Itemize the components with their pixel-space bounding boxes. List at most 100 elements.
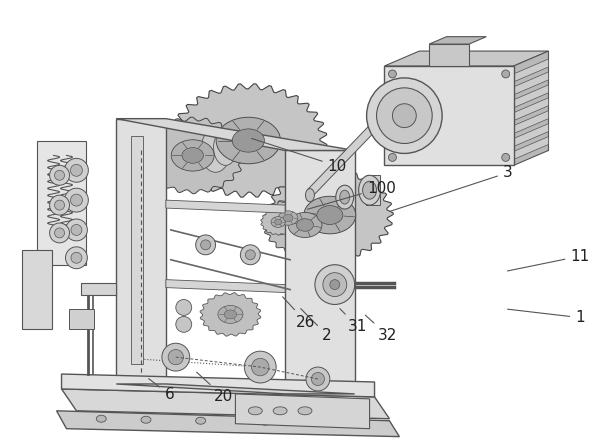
Circle shape [176, 300, 191, 316]
Circle shape [323, 273, 347, 297]
Ellipse shape [362, 181, 376, 199]
Ellipse shape [201, 129, 230, 172]
Polygon shape [514, 110, 548, 133]
Ellipse shape [248, 407, 262, 415]
Polygon shape [514, 137, 548, 160]
Polygon shape [285, 150, 355, 394]
Polygon shape [384, 51, 548, 66]
Ellipse shape [218, 305, 243, 324]
Circle shape [162, 343, 190, 371]
Circle shape [50, 223, 70, 243]
Ellipse shape [141, 416, 151, 423]
Ellipse shape [359, 175, 381, 205]
Circle shape [71, 225, 82, 236]
Ellipse shape [260, 418, 270, 425]
Circle shape [393, 104, 416, 128]
Polygon shape [141, 117, 245, 194]
Circle shape [71, 252, 82, 263]
Circle shape [64, 158, 88, 182]
Bar [384, 66, 514, 165]
Polygon shape [170, 84, 327, 197]
Ellipse shape [340, 190, 350, 204]
Circle shape [241, 245, 260, 265]
Ellipse shape [271, 217, 285, 227]
Text: 32: 32 [365, 315, 397, 343]
Ellipse shape [213, 130, 238, 165]
Text: 10: 10 [251, 138, 347, 174]
Circle shape [245, 250, 255, 260]
Circle shape [388, 70, 396, 78]
Polygon shape [419, 51, 548, 150]
Circle shape [70, 194, 82, 206]
Circle shape [176, 316, 191, 332]
Circle shape [502, 153, 510, 161]
Bar [70, 309, 95, 329]
Circle shape [306, 367, 330, 391]
Ellipse shape [224, 310, 237, 319]
Polygon shape [200, 293, 261, 336]
Circle shape [50, 165, 70, 185]
Ellipse shape [304, 196, 356, 234]
Ellipse shape [216, 117, 281, 164]
Circle shape [55, 228, 64, 238]
Circle shape [196, 235, 216, 255]
Ellipse shape [310, 419, 320, 426]
Circle shape [55, 170, 64, 180]
Circle shape [315, 265, 355, 305]
Polygon shape [261, 209, 296, 235]
Ellipse shape [182, 148, 204, 163]
Circle shape [50, 195, 70, 215]
Polygon shape [264, 194, 347, 255]
Polygon shape [514, 85, 548, 108]
Polygon shape [166, 280, 285, 293]
Polygon shape [429, 37, 487, 44]
Ellipse shape [296, 219, 313, 231]
Polygon shape [235, 394, 370, 429]
Ellipse shape [298, 407, 312, 415]
Ellipse shape [278, 211, 298, 225]
Circle shape [201, 240, 210, 250]
Text: 31: 31 [340, 309, 367, 334]
Text: 26: 26 [282, 297, 316, 330]
Circle shape [311, 373, 324, 385]
Ellipse shape [350, 420, 359, 427]
Polygon shape [514, 51, 548, 165]
Polygon shape [62, 374, 375, 397]
Circle shape [367, 78, 442, 153]
Circle shape [65, 219, 87, 241]
Polygon shape [264, 201, 312, 236]
Ellipse shape [283, 214, 293, 221]
Text: 100: 100 [307, 181, 396, 209]
Text: 2: 2 [301, 309, 332, 343]
Circle shape [168, 350, 184, 365]
Circle shape [244, 351, 276, 383]
Bar [81, 282, 116, 294]
Polygon shape [267, 169, 393, 261]
Ellipse shape [288, 213, 322, 237]
Polygon shape [37, 141, 87, 265]
Bar [365, 175, 379, 205]
Polygon shape [514, 59, 548, 82]
Ellipse shape [196, 417, 205, 424]
Circle shape [64, 188, 88, 212]
Ellipse shape [222, 133, 238, 157]
Circle shape [251, 358, 269, 376]
Polygon shape [166, 200, 285, 213]
Circle shape [55, 200, 64, 210]
Polygon shape [116, 118, 355, 150]
Polygon shape [116, 118, 166, 384]
Polygon shape [514, 72, 548, 95]
Bar [131, 136, 143, 364]
Circle shape [502, 70, 510, 78]
Text: 20: 20 [197, 372, 233, 404]
Ellipse shape [96, 415, 106, 422]
Bar [22, 250, 52, 329]
Ellipse shape [171, 140, 214, 171]
Text: 6: 6 [148, 379, 174, 402]
Bar [429, 44, 469, 66]
Circle shape [388, 153, 396, 161]
Ellipse shape [232, 129, 264, 152]
Circle shape [330, 280, 340, 290]
Ellipse shape [336, 185, 354, 209]
Polygon shape [514, 124, 548, 146]
